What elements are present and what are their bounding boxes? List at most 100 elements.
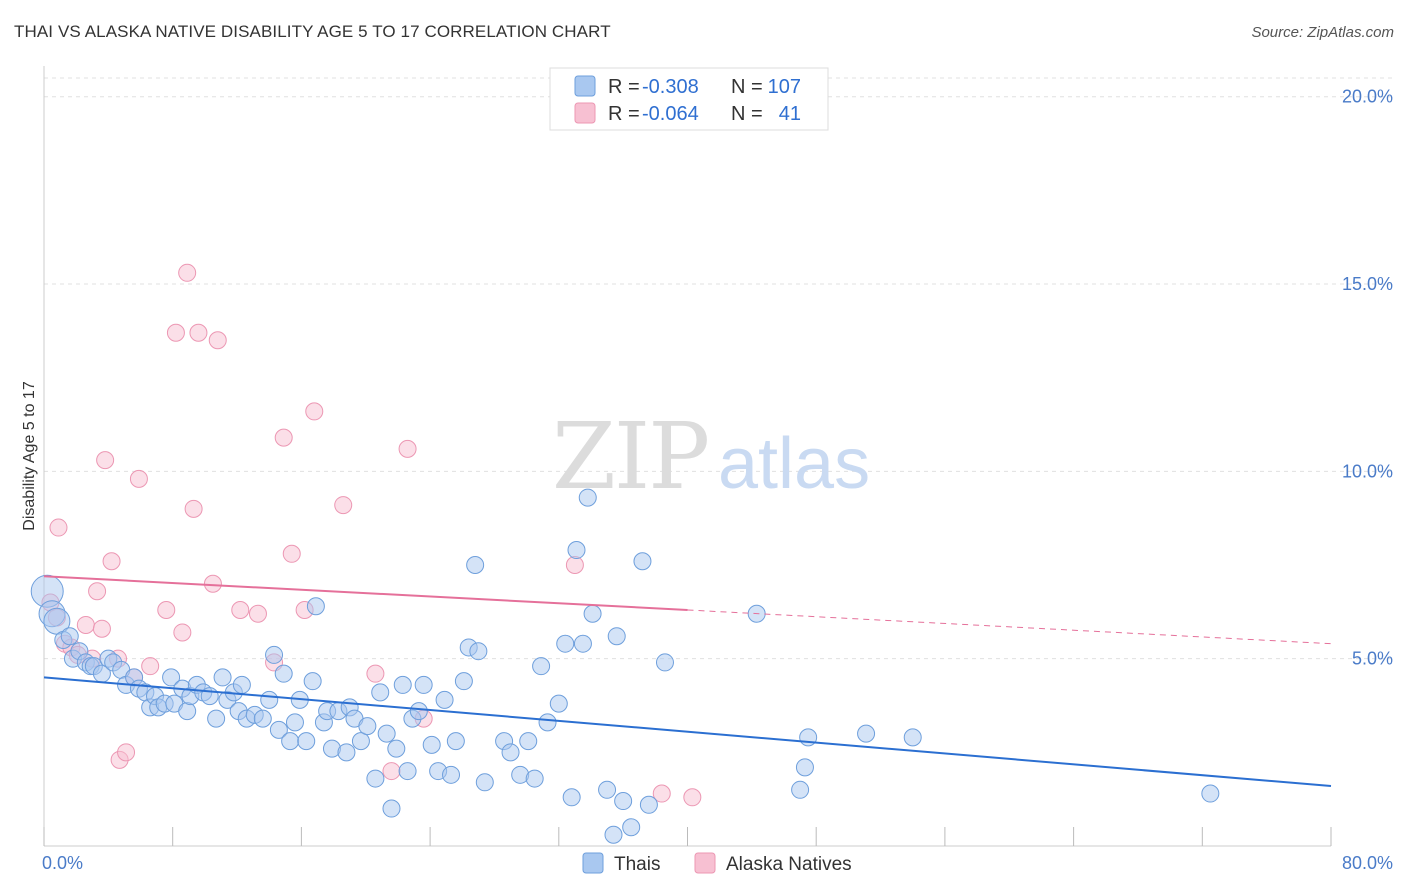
trend-lines xyxy=(43,575,1332,788)
thais-point-57 xyxy=(358,717,377,736)
alaska-natives-point-9 xyxy=(92,619,111,638)
thais-point-58 xyxy=(366,769,385,788)
alaska-natives-point-38 xyxy=(565,556,584,575)
y-tick-label-3: 20.0% xyxy=(1342,87,1393,107)
thais-point-73 xyxy=(454,672,473,691)
thais-point-31 xyxy=(213,668,232,687)
alaska-natives-point-32 xyxy=(305,402,324,421)
thais-point-106 xyxy=(1201,784,1220,803)
thais-point-88 xyxy=(567,541,586,560)
x-tick-label-0: 0.0% xyxy=(42,853,83,873)
legend-r-label-thais: R = xyxy=(608,76,640,98)
thais-point-83 xyxy=(532,657,551,676)
thais-point-72 xyxy=(446,732,465,751)
thais-point-70 xyxy=(435,690,454,709)
alaska-natives-point-27 xyxy=(248,604,267,623)
thais-point-63 xyxy=(393,675,412,694)
alaska-natives-point-29 xyxy=(274,428,293,447)
thais-point-71 xyxy=(442,765,461,784)
legend-r-value-alaska-natives: -0.064 xyxy=(642,103,699,125)
series-legend-swatch-alaska-natives xyxy=(694,852,716,874)
alaska-natives-point-2 xyxy=(49,518,68,537)
legend-n-value-alaska-natives: 41 xyxy=(779,103,801,125)
thais-point-46 xyxy=(297,732,316,751)
thais-point-77 xyxy=(475,773,494,792)
thais-point-64 xyxy=(398,762,417,781)
thais-point-84 xyxy=(538,713,557,732)
y-tick-label-1: 10.0% xyxy=(1342,461,1393,481)
legend-swatch-alaska-natives xyxy=(574,102,596,124)
thais-point-39 xyxy=(260,690,279,709)
alaska-natives-point-20 xyxy=(173,623,192,642)
thais-point-42 xyxy=(274,664,293,683)
thais-point-90 xyxy=(578,488,597,507)
series-legend-label-alaska-natives: Alaska Natives xyxy=(726,854,852,875)
thais-point-105 xyxy=(903,728,922,747)
alaska-natives-point-6 xyxy=(76,615,95,634)
thais-point-35 xyxy=(232,675,251,694)
legend-swatch-thais xyxy=(574,75,596,97)
watermark-zip: ZIP xyxy=(552,403,708,510)
thais-point-43 xyxy=(281,732,300,751)
alaska-natives-point-39 xyxy=(652,784,671,803)
thais-point-93 xyxy=(604,825,623,844)
alaska-natives-point-14 xyxy=(117,743,136,762)
x-tick-label-1: 80.0% xyxy=(1342,853,1393,873)
thais-point-104 xyxy=(857,724,876,743)
axes xyxy=(43,66,1332,847)
alaska-natives-point-17 xyxy=(141,657,160,676)
thais-point-101 xyxy=(791,780,810,799)
thais-point-56 xyxy=(351,732,370,751)
thais-point-94 xyxy=(607,627,626,646)
alaska-natives-point-23 xyxy=(189,323,208,342)
alaska-natives-trend-line xyxy=(43,575,688,611)
series-legend: Thais Alaska Natives xyxy=(582,852,852,875)
alaska-natives-point-34 xyxy=(366,664,385,683)
legend-r-label-alaska-natives: R = xyxy=(608,103,640,125)
legend-n-label-alaska-natives: N = xyxy=(731,103,763,125)
thais-point-38 xyxy=(253,709,272,728)
watermark-atlas: atlas xyxy=(718,424,870,504)
thais-point-92 xyxy=(598,780,617,799)
alaska-natives-trend-line-extension xyxy=(687,609,1332,645)
alaska-natives-point-19 xyxy=(166,323,185,342)
thais-point-22 xyxy=(162,668,181,687)
correlation-legend: R = -0.308 N = 107 R = -0.064 N = 41 xyxy=(549,67,829,131)
alaska-natives-point-35 xyxy=(382,762,401,781)
thais-point-95 xyxy=(614,792,633,811)
thais-point-96 xyxy=(622,818,641,837)
thais-point-47 xyxy=(303,672,322,691)
thais-point-53 xyxy=(337,743,356,762)
legend-box xyxy=(549,67,829,131)
alaska-natives-point-22 xyxy=(184,499,203,518)
legend-n-label-thais: N = xyxy=(731,76,763,98)
chart-title: THAI VS ALASKA NATIVE DISABILITY AGE 5 T… xyxy=(14,22,611,41)
alaska-natives-point-26 xyxy=(231,600,250,619)
watermark: ZIP atlas xyxy=(552,403,870,510)
thais-point-79 xyxy=(501,743,520,762)
thais-point-4 xyxy=(60,627,79,646)
alaska-natives-point-24 xyxy=(203,574,222,593)
series-legend-swatch-thais xyxy=(582,852,604,874)
thais-point-60 xyxy=(377,724,396,743)
thais-point-87 xyxy=(562,788,581,807)
thais-point-76 xyxy=(469,642,488,661)
thais-point-75 xyxy=(466,556,485,575)
thais-point-67 xyxy=(414,675,433,694)
thais-points xyxy=(30,488,1220,844)
thais-trend-line xyxy=(43,676,1332,788)
y-tick-label-0: 5.0% xyxy=(1352,649,1393,669)
thais-point-59 xyxy=(371,683,390,702)
alaska-natives-point-40 xyxy=(683,788,702,807)
thais-point-48 xyxy=(306,597,325,616)
tick-labels: 5.0% 10.0% 15.0% 20.0% 0.0% 80.0% xyxy=(42,87,1393,873)
thais-point-30 xyxy=(207,709,226,728)
alaska-natives-point-10 xyxy=(96,451,115,470)
thais-point-82 xyxy=(525,769,544,788)
thais-point-91 xyxy=(583,604,602,623)
alaska-natives-point-21 xyxy=(178,263,197,282)
thais-point-61 xyxy=(382,799,401,818)
legend-n-value-thais: 107 xyxy=(768,76,801,98)
alaska-natives-point-16 xyxy=(129,469,148,488)
